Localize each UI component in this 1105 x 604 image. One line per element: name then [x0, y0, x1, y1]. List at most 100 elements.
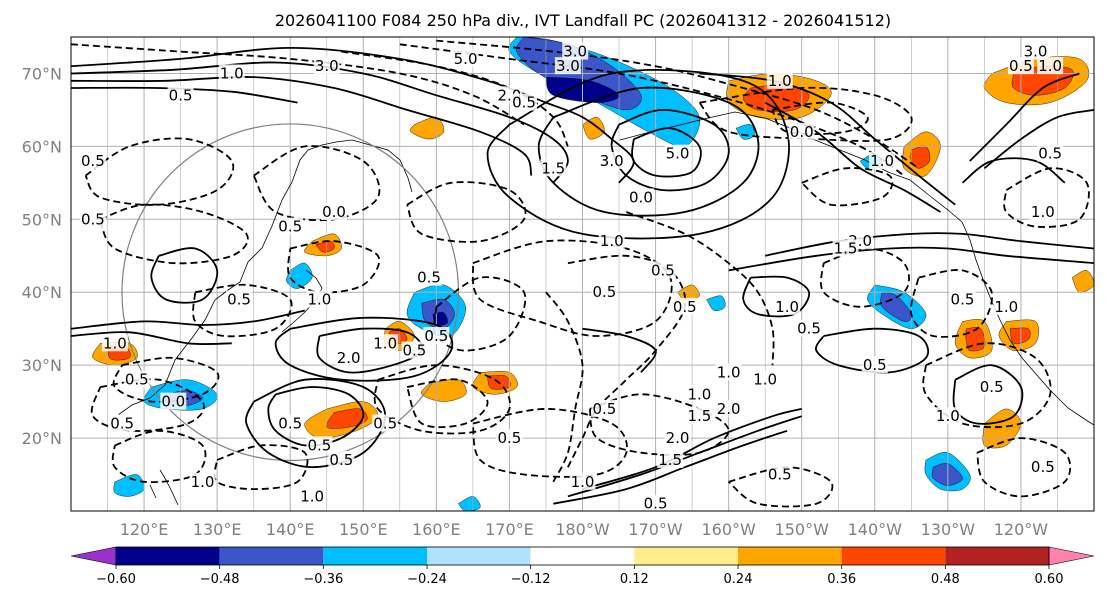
- contour-label-bg: [642, 494, 669, 511]
- contour-label: 3.0: [1024, 43, 1048, 61]
- contour-label: 0.5: [417, 269, 441, 287]
- colorbar: −0.60 −0.48 −0.36 −0.24 −0.12 0.12 0.24 0.36 0.4…: [70, 546, 1095, 587]
- contour-label-bg: [715, 363, 742, 381]
- contour-positive: [631, 127, 702, 178]
- contour-label-bg: [416, 268, 443, 286]
- colorbar-segment: [116, 547, 220, 565]
- contour-negative: [213, 444, 309, 491]
- contour-label-bg: [978, 378, 1005, 396]
- contour-label: 0.0: [161, 393, 185, 411]
- contour-label: 1.0: [571, 473, 595, 491]
- contour-label: 1.0: [600, 232, 624, 250]
- contour-label: 0.5: [1031, 458, 1055, 476]
- contour-label: 0.5: [81, 152, 105, 170]
- contour-negative: [406, 181, 527, 243]
- contour-label: 1.0: [994, 298, 1018, 316]
- contour-label-bg: [452, 49, 479, 67]
- contour-negative: [99, 203, 249, 265]
- contour-label: 0.5: [424, 327, 448, 345]
- contour-negative: [976, 437, 1072, 498]
- contour-negative: [625, 211, 775, 366]
- contour-label: 1.0: [373, 334, 397, 352]
- contour-label: 1.0: [687, 385, 711, 403]
- contour-label-bg: [372, 334, 399, 352]
- contour-label: 0.5: [651, 261, 675, 279]
- contour-label-bg: [496, 429, 523, 447]
- contour-label-bg: [554, 57, 581, 75]
- divergence-fill-region: [931, 463, 963, 486]
- colorbar-tick-label: −0.12: [511, 572, 551, 587]
- contour-label-bg: [423, 326, 450, 344]
- colorbar-segment: [427, 547, 531, 565]
- contour-label: 1.0: [936, 407, 960, 425]
- coastline-asia: [117, 139, 413, 416]
- contour-positive: [728, 246, 1094, 272]
- contour-label: 0.5: [644, 495, 668, 513]
- contour-label: 5.0: [454, 50, 478, 68]
- contour-label: 0.5: [169, 86, 193, 104]
- colorbar-segments: [70, 546, 1095, 566]
- contour-label: 1.0: [1038, 57, 1062, 75]
- contour-label: 0.5: [592, 283, 616, 301]
- contour-label: 0.5: [329, 451, 353, 469]
- contour-label-bg: [766, 71, 793, 89]
- contour-label-bg: [79, 151, 106, 169]
- longitude-tick-label: 170°W: [628, 520, 683, 539]
- contour-label: 0.5: [797, 320, 821, 338]
- contour-label: 1.5: [541, 159, 565, 177]
- contour-positive: [814, 327, 929, 374]
- contour-label: 0.5: [1009, 57, 1033, 75]
- colorbar-outline: [115, 546, 1050, 566]
- longitude-tick-label: 120°W: [994, 520, 1049, 539]
- contour-label: 1.0: [300, 487, 324, 505]
- contour-positive: [553, 429, 788, 505]
- contour-label: 3.0: [600, 152, 624, 170]
- contour-label-bg: [218, 64, 245, 82]
- contour-label: 0.5: [768, 466, 792, 484]
- contour-negative: [545, 291, 584, 483]
- contour-label-bg: [686, 407, 713, 425]
- colorbar-tick-label: 0.48: [931, 572, 960, 587]
- contour-label: 0.5: [227, 291, 251, 309]
- contour-label-bg: [1007, 57, 1034, 75]
- contour-label-bg: [869, 151, 896, 169]
- colorbar-segment: [219, 547, 324, 565]
- contour-label-bg: [511, 93, 538, 111]
- contour-label-layer: 3.0 5.0 3.03.01.00.5 2.00.51.00.03.00.5 1.00…: [79, 42, 1064, 513]
- coastline-north-america-west: [961, 221, 1094, 426]
- contour-positive: [71, 61, 569, 184]
- latitude-tick-label: 20°N: [22, 429, 62, 448]
- contour-label-bg: [540, 159, 567, 177]
- contour-label: 1.0: [753, 371, 777, 389]
- chart-title: 2026041100 F084 250 hPa div., IVT Landfa…: [275, 11, 891, 30]
- contour-label-bg: [796, 319, 823, 337]
- contour-label: 0.5: [278, 218, 302, 236]
- contour-label: 0.5: [125, 371, 149, 389]
- colorbar-tick-label: −0.36: [303, 572, 343, 587]
- contour-label-bg: [1037, 144, 1064, 162]
- contour-positive: [969, 72, 1080, 162]
- latitude-tick-labels: 70°N 60°N 50°N 40°N 30°N 20°N: [22, 64, 62, 448]
- divergence-fill-region: [286, 262, 313, 289]
- contour-label-bg: [993, 297, 1020, 315]
- contour-label-bg: [167, 86, 194, 104]
- contour-negative: [84, 137, 235, 206]
- contour-label-bg: [591, 399, 618, 417]
- contour-label-bg: [277, 414, 304, 432]
- divergence-fill-region: [706, 295, 726, 311]
- divergence-fill-region: [880, 291, 912, 322]
- contour-label-bg: [788, 122, 815, 140]
- contour-label: 1.5: [658, 451, 682, 469]
- contour-label-bg: [657, 450, 684, 468]
- contour-positive: [582, 408, 802, 490]
- contour-label: 0.5: [512, 94, 536, 112]
- contour-label-bg: [598, 151, 625, 169]
- contour-label: 1.0: [191, 473, 215, 491]
- contour-label-bg: [949, 290, 976, 308]
- contour-label: 0.0: [322, 203, 346, 221]
- contour-label: 1.0: [220, 64, 244, 82]
- contour-positive: [150, 247, 219, 304]
- divergence-fill-region: [965, 327, 986, 352]
- contour-label-bg: [1022, 42, 1049, 60]
- contour-label-bg: [861, 356, 888, 374]
